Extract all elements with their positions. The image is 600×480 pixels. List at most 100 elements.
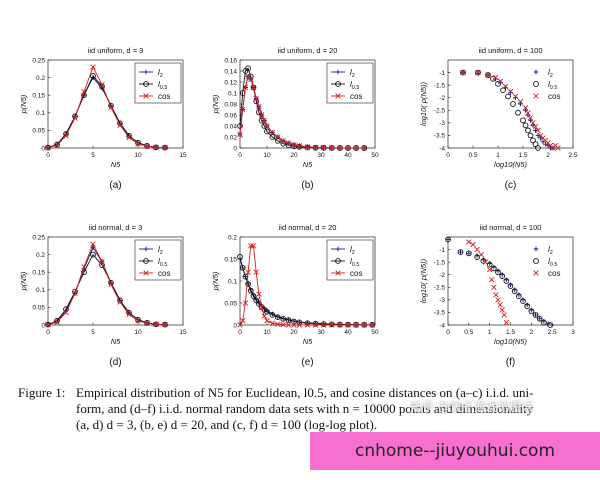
legend-label-l0.5: l0.5 — [350, 80, 359, 91]
data-point-cos — [285, 140, 292, 146]
data-point-cos — [499, 307, 505, 313]
y-tick-label: 0 — [41, 145, 45, 152]
data-point-l0.5 — [480, 258, 487, 264]
plot-area — [47, 59, 184, 149]
data-point-l2 — [520, 297, 526, 303]
data-point-l0.5 — [328, 321, 335, 328]
data-point-l0.5 — [269, 312, 276, 318]
data-point-l0.5 — [525, 127, 531, 134]
legend-marker — [533, 81, 539, 87]
chart-panel-4: iid normal, d = 3 0 5 10 15 0 0.05 0.1 0.15 0.2 0.… — [19, 223, 187, 368]
data-point-l0.5 — [126, 132, 132, 139]
data-point-cos — [126, 311, 132, 318]
y-tick-label: 0.1 — [36, 110, 45, 117]
data-point-cos — [502, 83, 509, 90]
data-point-l0.5 — [247, 287, 254, 294]
data-point-l0.5 — [45, 144, 51, 151]
data-point-l0.5 — [239, 264, 246, 271]
data-point-l0.5 — [253, 297, 260, 304]
data-point-cos — [253, 269, 259, 275]
data-point-cos — [162, 321, 168, 328]
data-point-l0.5 — [511, 288, 518, 294]
panel-sublabel: (e) — [301, 357, 313, 368]
data-point-l2 — [525, 112, 531, 118]
x-tick-label: 0 — [238, 329, 242, 336]
data-point-l0.5 — [547, 322, 553, 328]
x-tick-label: 30 — [317, 152, 325, 159]
y-tick-label: -1 — [439, 70, 445, 77]
data-point-cos — [242, 84, 249, 91]
data-point-cos — [361, 145, 367, 151]
legend-marker — [335, 246, 341, 252]
figure: iid uniform, d = 30 5 10 1500.050.10.150.20… — [19, 46, 578, 368]
y-tick-label: 0.06 — [224, 112, 237, 119]
data-point-l2 — [545, 143, 551, 148]
plot-area — [447, 59, 574, 149]
data-point-l0.5 — [515, 293, 522, 299]
data-point-cos — [345, 145, 351, 151]
legend-label-l0.5: l0.5 — [158, 257, 167, 268]
data-point-l0.5 — [457, 249, 464, 255]
data-point-l0.5 — [532, 312, 539, 318]
y-tick-label: 0.2 — [36, 252, 45, 259]
panel-sublabel: (b) — [301, 180, 313, 191]
data-point-l0.5 — [126, 309, 132, 316]
data-point-l2 — [516, 292, 522, 298]
data-point-cos — [117, 299, 123, 305]
data-point-cos — [162, 144, 168, 151]
data-point-cos — [81, 264, 87, 270]
data-point-l0.5 — [135, 139, 141, 146]
data-point-l2 — [466, 250, 472, 256]
data-point-cos — [337, 322, 343, 328]
y-tick-label: -3 — [439, 297, 445, 304]
data-point-cos — [535, 127, 541, 134]
legend-marker — [335, 258, 341, 264]
data-point-cos — [144, 143, 150, 149]
data-point-cos — [237, 322, 243, 328]
legend-label-cos: cos — [158, 269, 170, 278]
data-point-l0.5 — [503, 278, 510, 284]
data-point-l2 — [533, 128, 538, 133]
x-tick-label: 1.5 — [506, 329, 515, 336]
url-banner[interactable]: cnhome--jiuyouhui.com — [310, 432, 600, 470]
data-point-l0.5 — [505, 93, 511, 100]
data-point-cos — [320, 144, 327, 151]
data-point-cos — [239, 317, 246, 324]
legend-label-l0.5: l0.5 — [158, 80, 167, 91]
data-point-l0.5 — [536, 315, 543, 322]
panel-sublabel: (f) — [506, 357, 515, 368]
chart-title: iid normal, d = 100 — [480, 223, 542, 232]
legend-marker — [143, 81, 149, 87]
chart-panel-5: iid normal, d = 20 0 10 20 30 40 50 0 0.05 0.1 0.1… — [211, 223, 379, 368]
data-point-l0.5 — [474, 254, 481, 260]
data-point-l0.5 — [264, 308, 270, 315]
data-point-cos — [54, 319, 60, 325]
data-point-l0.5 — [486, 261, 493, 268]
data-point-cos — [245, 269, 251, 275]
data-point-l2 — [518, 101, 523, 107]
data-point-cos — [489, 277, 495, 283]
data-point-l2 — [533, 312, 538, 318]
data-point-cos — [63, 309, 69, 316]
data-point-cos — [72, 290, 78, 297]
data-point-cos — [296, 322, 303, 328]
data-point-cos — [486, 266, 493, 273]
data-point-cos — [296, 143, 303, 149]
legend-marker — [143, 258, 149, 264]
data-point-cos — [337, 145, 343, 151]
panel-sublabel: (c) — [505, 180, 517, 191]
x-tick-label: 40 — [344, 152, 352, 159]
data-point-l0.5 — [528, 308, 535, 315]
legend-label-cos: cos — [548, 269, 560, 278]
series-line-cos — [47, 242, 166, 326]
chart-title: iid normal, d = 3 — [89, 223, 143, 232]
data-point-cos — [482, 259, 489, 265]
legend-marker — [533, 258, 539, 264]
figure-caption: Figure 1: Empirical distribution of N5 fo… — [18, 385, 593, 433]
data-point-cos — [264, 123, 270, 129]
data-point-cos — [507, 88, 514, 95]
x-tick-label: 0.5 — [464, 329, 473, 336]
y-tick-label: 0.15 — [224, 256, 237, 263]
x-axis-label: N5 — [111, 160, 121, 169]
data-point-cos — [261, 313, 268, 319]
